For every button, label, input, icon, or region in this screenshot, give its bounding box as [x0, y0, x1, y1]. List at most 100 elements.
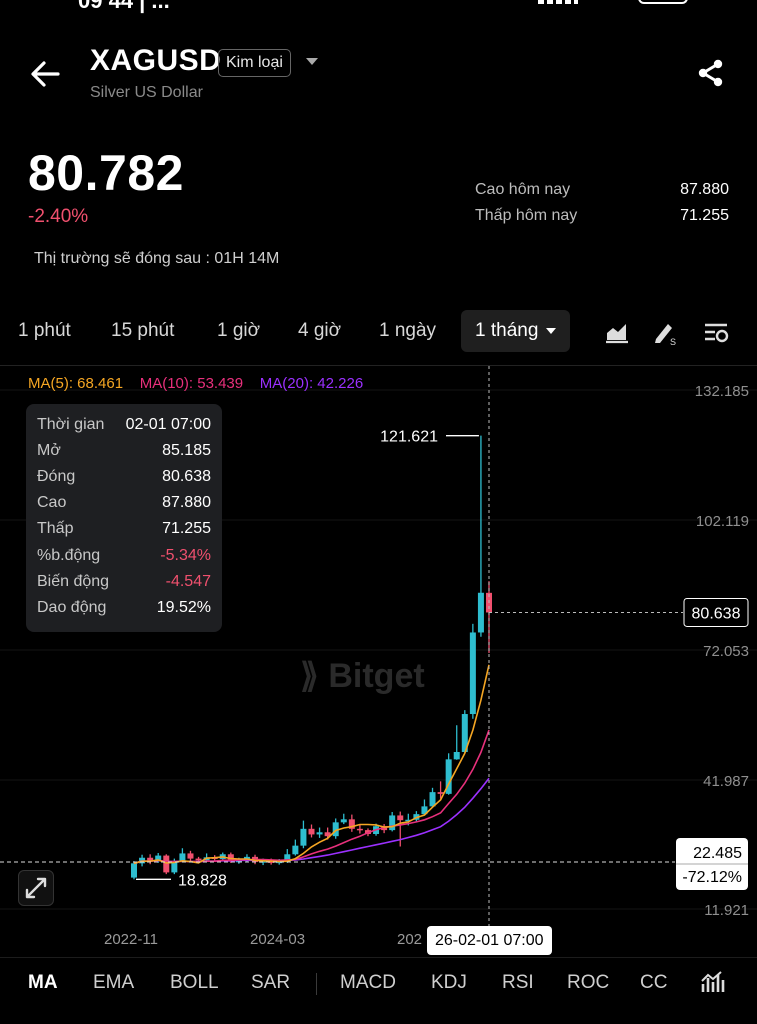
- back-arrow-icon[interactable]: [28, 56, 68, 92]
- indicator-ema[interactable]: EMA: [93, 972, 135, 993]
- high-value: 87.880: [680, 181, 729, 198]
- low-value: 71.255: [680, 207, 729, 224]
- tab-1month[interactable]: 1 tháng: [461, 310, 571, 352]
- status-time: 09 44 | ...: [78, 0, 170, 13]
- y-tick-label: 41.987: [703, 773, 749, 790]
- info-row-low: Thấp 71.255: [37, 520, 211, 546]
- fullscreen-expand-icon[interactable]: [18, 870, 54, 906]
- candle-body: [340, 819, 347, 823]
- x-tick-label: 202: [397, 931, 423, 948]
- signal-icon: [538, 0, 578, 4]
- ma20-line: [133, 777, 490, 865]
- indicator-cc[interactable]: CC: [640, 972, 668, 993]
- candle-body: [437, 792, 444, 794]
- candle-body: [316, 832, 323, 835]
- price-change: -2.40%: [28, 206, 89, 227]
- ma10-value: MA(10): 53.439: [139, 375, 244, 392]
- info-value: 71.255: [162, 520, 211, 537]
- tab-1d[interactable]: 1 ngày: [379, 320, 437, 341]
- indicator-ma[interactable]: MA: [28, 972, 58, 993]
- info-value: -5.34%: [160, 547, 211, 564]
- candle-body: [163, 855, 170, 873]
- tab-1m[interactable]: 1 phút: [18, 320, 71, 341]
- chevron-down-icon[interactable]: [306, 58, 318, 65]
- info-key: Thời gian: [37, 416, 105, 433]
- candle-body: [389, 815, 396, 831]
- y-tick-label: 102.119: [696, 513, 749, 530]
- low-label: Thấp hôm nay: [475, 207, 578, 224]
- x-tick-label: 2022-11: [104, 931, 158, 948]
- ma5-line: [133, 664, 490, 865]
- tab-1month-label: 1 tháng: [475, 320, 539, 341]
- candle-body: [292, 845, 299, 855]
- candle-body: [268, 861, 275, 863]
- crosshair-date-tag: 26-02-01 07:00: [427, 926, 552, 955]
- symbol-title[interactable]: XAGUSD: [90, 44, 222, 77]
- status-bar: 09 44 | ...: [0, 0, 757, 13]
- category-badge: Kim loại: [218, 49, 291, 77]
- info-row-change: Biến động -4.547: [37, 573, 211, 599]
- candle-body: [260, 861, 267, 863]
- svg-text:S: S: [670, 337, 676, 346]
- ma5-value: MA(5): 68.461: [28, 375, 124, 392]
- info-key: Đóng: [37, 468, 76, 485]
- info-row-time: Thời gian 02-01 07:00: [37, 416, 211, 442]
- info-value: 80.638: [162, 468, 211, 485]
- info-key: %b.động: [37, 547, 101, 564]
- ma10-line: [133, 729, 490, 865]
- watermark-text: ⟫ Bitget: [300, 657, 425, 695]
- ma20-value: MA(20): 42.226: [259, 375, 364, 392]
- timeframe-tabs: 1 phút 15 phút 1 giờ 4 giờ 1 ngày 1 thán…: [0, 310, 757, 352]
- info-key: Dao động: [37, 599, 107, 616]
- candle-body: [308, 828, 315, 835]
- market-close-countdown: Thị trường sẽ đóng sau : 01H 14M: [34, 250, 280, 267]
- tab-4h[interactable]: 4 giờ: [298, 320, 342, 341]
- candle-body: [147, 857, 154, 862]
- chart-type-icon[interactable]: [603, 318, 631, 346]
- symbol-subtitle: Silver US Dollar: [90, 84, 203, 101]
- info-value: 85.185: [162, 442, 211, 459]
- info-value: 87.880: [162, 494, 211, 511]
- info-row-amplitude: Dao động 19.52%: [37, 599, 211, 625]
- indicator-macd[interactable]: MACD: [340, 972, 396, 993]
- tab-15m[interactable]: 15 phút: [111, 320, 175, 341]
- candle-body: [187, 853, 194, 859]
- indicator-boll[interactable]: BOLL: [170, 972, 219, 993]
- info-value: -4.547: [165, 573, 211, 590]
- candle-body: [405, 819, 412, 822]
- info-key: Cao: [37, 494, 67, 511]
- candle-body: [469, 632, 476, 715]
- draw-icon[interactable]: S: [651, 318, 679, 347]
- indicator-rsi[interactable]: RSI: [502, 972, 534, 993]
- y-tick-label: 72.053: [703, 643, 749, 660]
- share-icon[interactable]: [694, 56, 728, 90]
- divider: [0, 365, 757, 366]
- candle-body: [348, 819, 355, 829]
- indicator-sar[interactable]: SAR: [251, 972, 291, 993]
- candle-body: [421, 806, 428, 815]
- info-value: 02-01 07:00: [125, 416, 211, 433]
- indicator-roc[interactable]: ROC: [567, 972, 610, 993]
- candle-body: [171, 861, 178, 873]
- high-label: Cao hôm nay: [475, 181, 571, 198]
- ma-legend: MA(5): 68.461 MA(10): 53.439 MA(20): 42.…: [28, 375, 363, 392]
- crosshair-price-text: 80.638: [692, 605, 741, 622]
- divider: [0, 957, 757, 958]
- indicator-kdj[interactable]: KDJ: [431, 972, 467, 993]
- candle-body: [284, 854, 291, 862]
- indicator-settings-icon[interactable]: [700, 969, 726, 995]
- candle-body: [461, 714, 468, 753]
- info-row-close: Đóng 80.638: [37, 468, 211, 494]
- y-tick-label: 132.185: [695, 383, 749, 400]
- info-row-high: Cao 87.880: [37, 494, 211, 520]
- battery-icon: [638, 0, 688, 4]
- info-row-pct-change: %b.động -5.34%: [37, 547, 211, 573]
- crosshair-price-tag: [683, 597, 749, 627]
- candle-body: [195, 858, 202, 861]
- info-value: 19.52%: [156, 599, 211, 616]
- info-key: Biến động: [37, 573, 110, 590]
- candlestick-chart[interactable]: 132.185 102.119 72.053 41.987 11.921 ⟫ Bitget…: [0, 366, 757, 956]
- tab-1h[interactable]: 1 giờ: [217, 320, 261, 341]
- settings-icon[interactable]: [702, 318, 730, 346]
- chevron-down-icon: [546, 327, 557, 334]
